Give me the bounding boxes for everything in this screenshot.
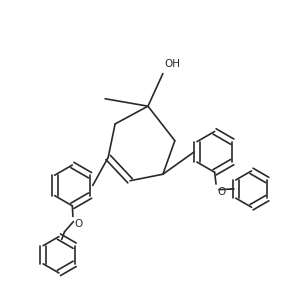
Text: O: O [217, 188, 226, 197]
Text: OH: OH [164, 59, 180, 69]
Text: O: O [74, 219, 83, 229]
